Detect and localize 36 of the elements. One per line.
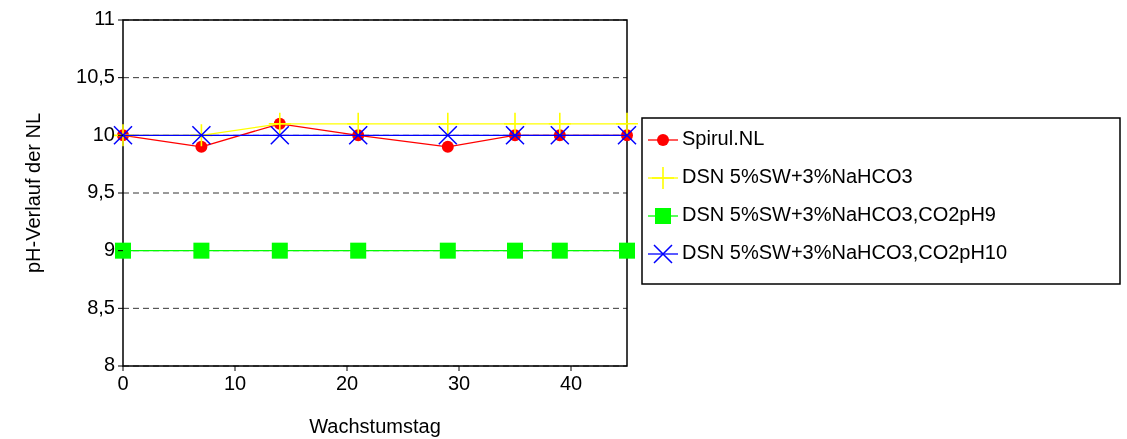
point	[350, 242, 367, 259]
point	[441, 140, 454, 153]
point	[548, 112, 571, 135]
point	[507, 242, 523, 259]
point	[195, 140, 208, 153]
y-tick-label: 11	[94, 7, 115, 30]
point	[115, 242, 131, 259]
x-tick-label: 30	[447, 372, 471, 394]
point	[270, 125, 290, 146]
y-tick-label: 9,5	[87, 180, 115, 203]
y-axis-title: pH-Verlauf der NL	[22, 112, 44, 274]
point	[347, 112, 370, 135]
point	[268, 112, 291, 135]
point	[438, 125, 458, 146]
point	[551, 242, 568, 259]
legend-label: Spirul.NL	[682, 127, 765, 150]
y-tick-label: 10	[92, 122, 115, 145]
legend-label: DSN 5%SW+3%NaHCO3,CO2pH10	[682, 241, 1008, 264]
x-tick-label: 10	[223, 372, 247, 394]
x-tick-label: 0	[117, 372, 129, 394]
x-tick-label: 20	[335, 372, 359, 394]
point	[436, 112, 459, 135]
point	[616, 112, 638, 135]
legend-label: DSN 5%SW+3%NaHCO3	[682, 165, 913, 188]
legend-label: DSN 5%SW+3%NaHCO3,CO2pH9	[682, 203, 996, 226]
x-tick-label: 40	[559, 372, 583, 394]
point	[504, 112, 526, 135]
y-tick-label: 9	[103, 237, 115, 260]
point	[439, 242, 456, 259]
point	[193, 242, 210, 259]
point	[271, 242, 288, 259]
y-tick-label: 10,5	[76, 64, 115, 87]
x-axis-title: Wachstumstag	[309, 415, 441, 437]
point	[619, 242, 635, 259]
y-tick-label: 8	[103, 353, 115, 376]
y-tick-label: 8,5	[87, 295, 115, 318]
